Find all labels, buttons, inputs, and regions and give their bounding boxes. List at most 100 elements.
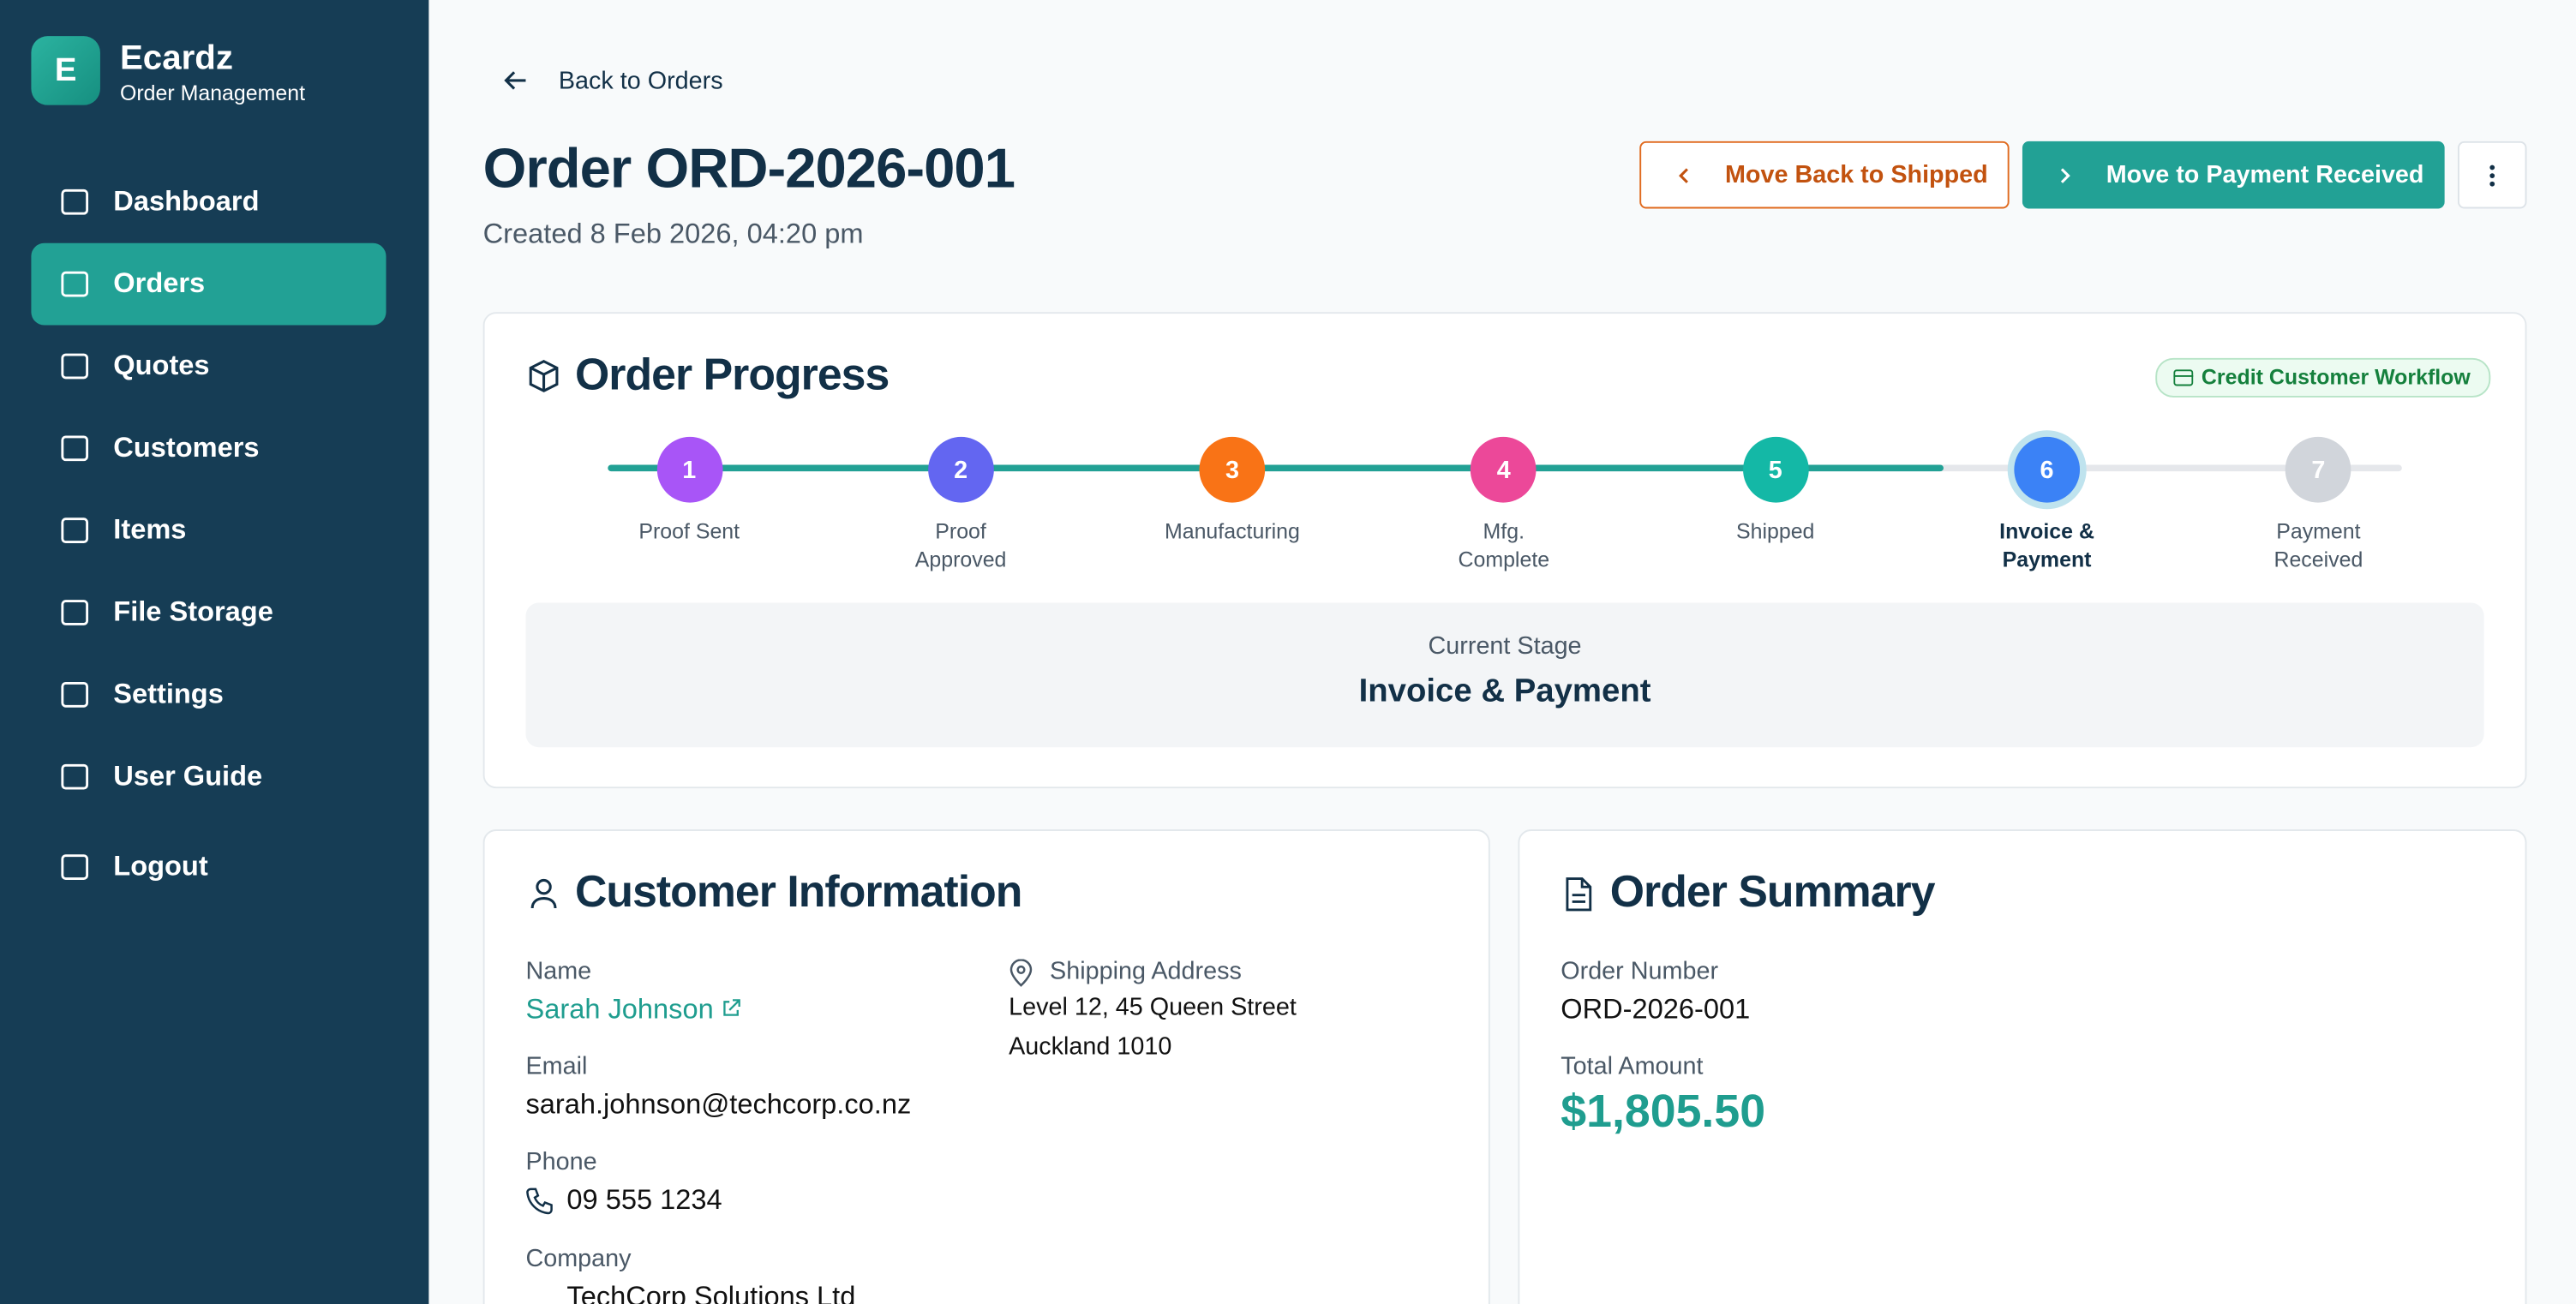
nav-label: Dashboard <box>113 185 260 218</box>
step-dot: 3 <box>1199 436 1266 503</box>
nav-item[interactable]: Quotes <box>31 326 386 408</box>
chevron <box>2060 167 2070 182</box>
step: 7 Payment Received <box>2183 435 2453 573</box>
step: 1 Proof Sent <box>554 435 824 545</box>
step-dot: 5 <box>1742 436 1809 503</box>
pin-icon <box>1009 959 1033 987</box>
nav-item[interactable]: Items <box>31 489 386 571</box>
back-link[interactable]: Back to Orders <box>501 66 723 96</box>
field-value: sarah.johnson@techcorp.co.nz <box>525 1088 912 1121</box>
nav-label: File Storage <box>113 595 273 628</box>
card-icon <box>2173 369 2194 386</box>
field-value: 09 555 1234 <box>566 1184 722 1216</box>
step-dot: 2 <box>927 436 994 503</box>
move-back-button[interactable]: Move Back to Shipped <box>1639 141 2010 209</box>
button-text: Move to Payment Received <box>2106 160 2424 189</box>
card-title: Order Progress <box>574 350 890 399</box>
field-label: Phone <box>525 1147 597 1176</box>
external-icon <box>723 999 741 1016</box>
address-line: Level 12, 45 Queen Street <box>1009 993 1297 1022</box>
more-icon <box>2489 164 2495 186</box>
field-value: TechCorp Solutions Ltd <box>566 1281 856 1304</box>
step-dot: 6 <box>2014 436 2080 503</box>
brand: Ecardz <box>119 39 233 78</box>
nav-label: Settings <box>113 678 224 710</box>
nav-icon <box>61 271 89 297</box>
step-label: Shipped <box>1735 518 1815 544</box>
nav-icon <box>61 517 89 544</box>
nav-icon <box>61 763 89 790</box>
step-dot: 7 <box>2285 436 2351 503</box>
card-title: Order Summary <box>1609 867 1936 917</box>
nav-icon <box>61 435 89 462</box>
move-forward-button[interactable]: Move to Payment Received <box>2022 141 2445 209</box>
customer-name: Sarah Johnson <box>525 993 714 1026</box>
nav-item[interactable]: File Storage <box>31 571 386 654</box>
more-button[interactable] <box>2457 141 2527 209</box>
badge-text: Credit Customer Workflow <box>2201 364 2471 390</box>
nav-item[interactable]: Orders <box>31 242 386 326</box>
nav-label: Logout <box>113 850 208 882</box>
field-label: Total Amount <box>1561 1052 1704 1081</box>
chevron <box>1679 167 1688 182</box>
step-dot: 4 <box>1471 436 1537 503</box>
progress-card: Order Progress Credit Customer Workflow … <box>482 312 2527 789</box>
button-text: Move Back to Shipped <box>1724 160 1988 189</box>
card-title: Customer Information <box>574 867 1022 917</box>
field-value: ORD-2026-001 <box>1561 993 1751 1026</box>
nav-label: User Guide <box>113 760 263 792</box>
nav-label: Quotes <box>113 350 210 381</box>
page-title: Order ORD-2026-001 <box>482 138 1015 200</box>
logo: E <box>31 36 100 105</box>
step-label: Mfg. Complete <box>1458 518 1550 572</box>
back-text: Back to Orders <box>558 66 723 95</box>
step: 2 Proof Approved <box>825 435 1096 573</box>
created: Created 8 Feb 2026, 04:20 pm <box>482 218 864 250</box>
customer-card: Customer Information Name Sarah Johnson … <box>482 829 1490 1304</box>
sidebar: E Ecardz Order Management Dashboard Order… <box>0 0 429 1304</box>
step: 3 Manufacturing <box>1097 435 1368 545</box>
nav-item[interactable]: Customers <box>31 407 386 489</box>
nav-item[interactable]: Logout <box>31 826 386 908</box>
field-label: Shipping Address <box>1050 957 1242 986</box>
nav-item[interactable]: Settings <box>31 654 386 736</box>
step-label: Invoice & Payment <box>1999 518 2094 572</box>
step: 5 Shipped <box>1640 435 1911 545</box>
track-progress <box>608 464 1944 472</box>
field-label: Company <box>525 1245 632 1273</box>
user-icon <box>530 878 557 909</box>
current-value: Invoice & Payment <box>1358 673 1651 710</box>
nav-icon <box>61 353 89 380</box>
total: $1,805.50 <box>1561 1086 1766 1137</box>
step-dot: 1 <box>656 436 722 503</box>
customer-link[interactable]: Sarah Johnson <box>525 993 741 1026</box>
nav-item[interactable]: User Guide <box>31 736 386 818</box>
step-label: Proof Approved <box>914 518 1007 572</box>
field-label: Name <box>525 957 592 986</box>
box-icon <box>529 360 559 392</box>
doc-icon <box>1566 877 1592 912</box>
nav-item[interactable]: Dashboard <box>31 161 386 243</box>
step: 6 Invoice & Payment <box>1911 435 2182 573</box>
current-label: Current Stage <box>1428 632 1582 661</box>
nav-label: Orders <box>113 267 206 299</box>
nav-icon <box>61 854 89 880</box>
nav-label: Customers <box>113 432 260 464</box>
field-label: Order Number <box>1561 957 1719 986</box>
nav-label: Items <box>113 513 187 546</box>
step-label: Payment Received <box>2273 518 2363 572</box>
steps: 1 Proof Sent 2 Proof Approved 3 Manufacturing… <box>554 435 2454 583</box>
field-label: Email <box>525 1052 588 1081</box>
nav-icon <box>61 600 89 625</box>
workflow-badge: Credit Customer Workflow <box>2155 357 2490 398</box>
step-label: Proof Sent <box>638 518 740 544</box>
phone-icon <box>526 1187 553 1215</box>
step-label: Manufacturing <box>1164 518 1300 544</box>
brand-subtitle: Order Management <box>119 80 306 105</box>
nav-icon <box>61 681 89 708</box>
back-icon <box>504 71 526 90</box>
summary-card: Order Summary Order Number ORD-2026-001 … <box>1518 829 2527 1304</box>
step: 4 Mfg. Complete <box>1369 435 1639 573</box>
